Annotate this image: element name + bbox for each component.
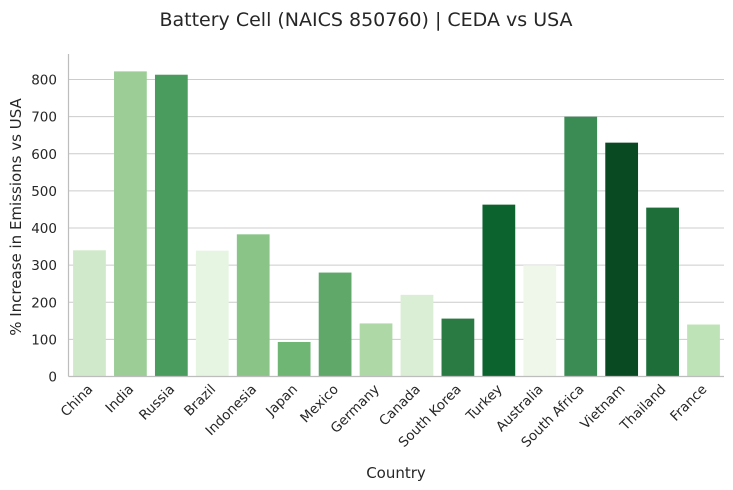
bar-japan <box>277 341 311 377</box>
y-tick-label: 200 <box>31 295 57 311</box>
y-tick-label: 600 <box>31 147 57 163</box>
y-tick-label: 500 <box>31 184 57 200</box>
bar-china <box>73 250 106 377</box>
bar-south-korea <box>441 318 475 377</box>
bar-indonesia <box>236 234 270 377</box>
y-tick-label: 300 <box>31 258 57 274</box>
x-tick-label: India <box>102 382 137 417</box>
chart-title: Battery Cell (NAICS 850760) | CEDA vs US… <box>159 9 572 31</box>
bars <box>73 71 720 377</box>
x-tick-label: Brazil <box>181 382 219 420</box>
bar-india <box>114 71 147 377</box>
bar-mexico <box>318 272 352 377</box>
x-tick-label: Japan <box>262 382 301 421</box>
y-tick-label: 800 <box>31 73 57 89</box>
y-tick-label: 100 <box>31 332 57 348</box>
x-tick-label: China <box>58 382 97 421</box>
x-axis-label: Country <box>366 464 426 482</box>
bar-germany <box>359 323 393 377</box>
bar-france <box>687 324 720 377</box>
bar-thailand <box>646 207 679 377</box>
x-tick-label: France <box>667 382 710 425</box>
bar-australia <box>523 265 557 377</box>
y-tick-labels: 0 100 200 300 400 500 600 700 800 <box>31 73 57 386</box>
bar-canada <box>400 294 434 377</box>
y-tick-label: 0 <box>48 370 57 386</box>
y-axis-label: % Increase in Emissions vs USA <box>7 98 25 336</box>
bar-turkey <box>482 204 516 377</box>
y-tick-label: 700 <box>31 110 57 126</box>
bar-russia <box>154 74 188 377</box>
y-tick-label: 400 <box>31 221 57 237</box>
axes-spines <box>67 54 724 378</box>
bar-brazil <box>195 250 229 377</box>
bar-south-africa <box>564 116 598 377</box>
bar-vietnam <box>605 142 639 377</box>
x-tick-label: Russia <box>136 382 178 424</box>
